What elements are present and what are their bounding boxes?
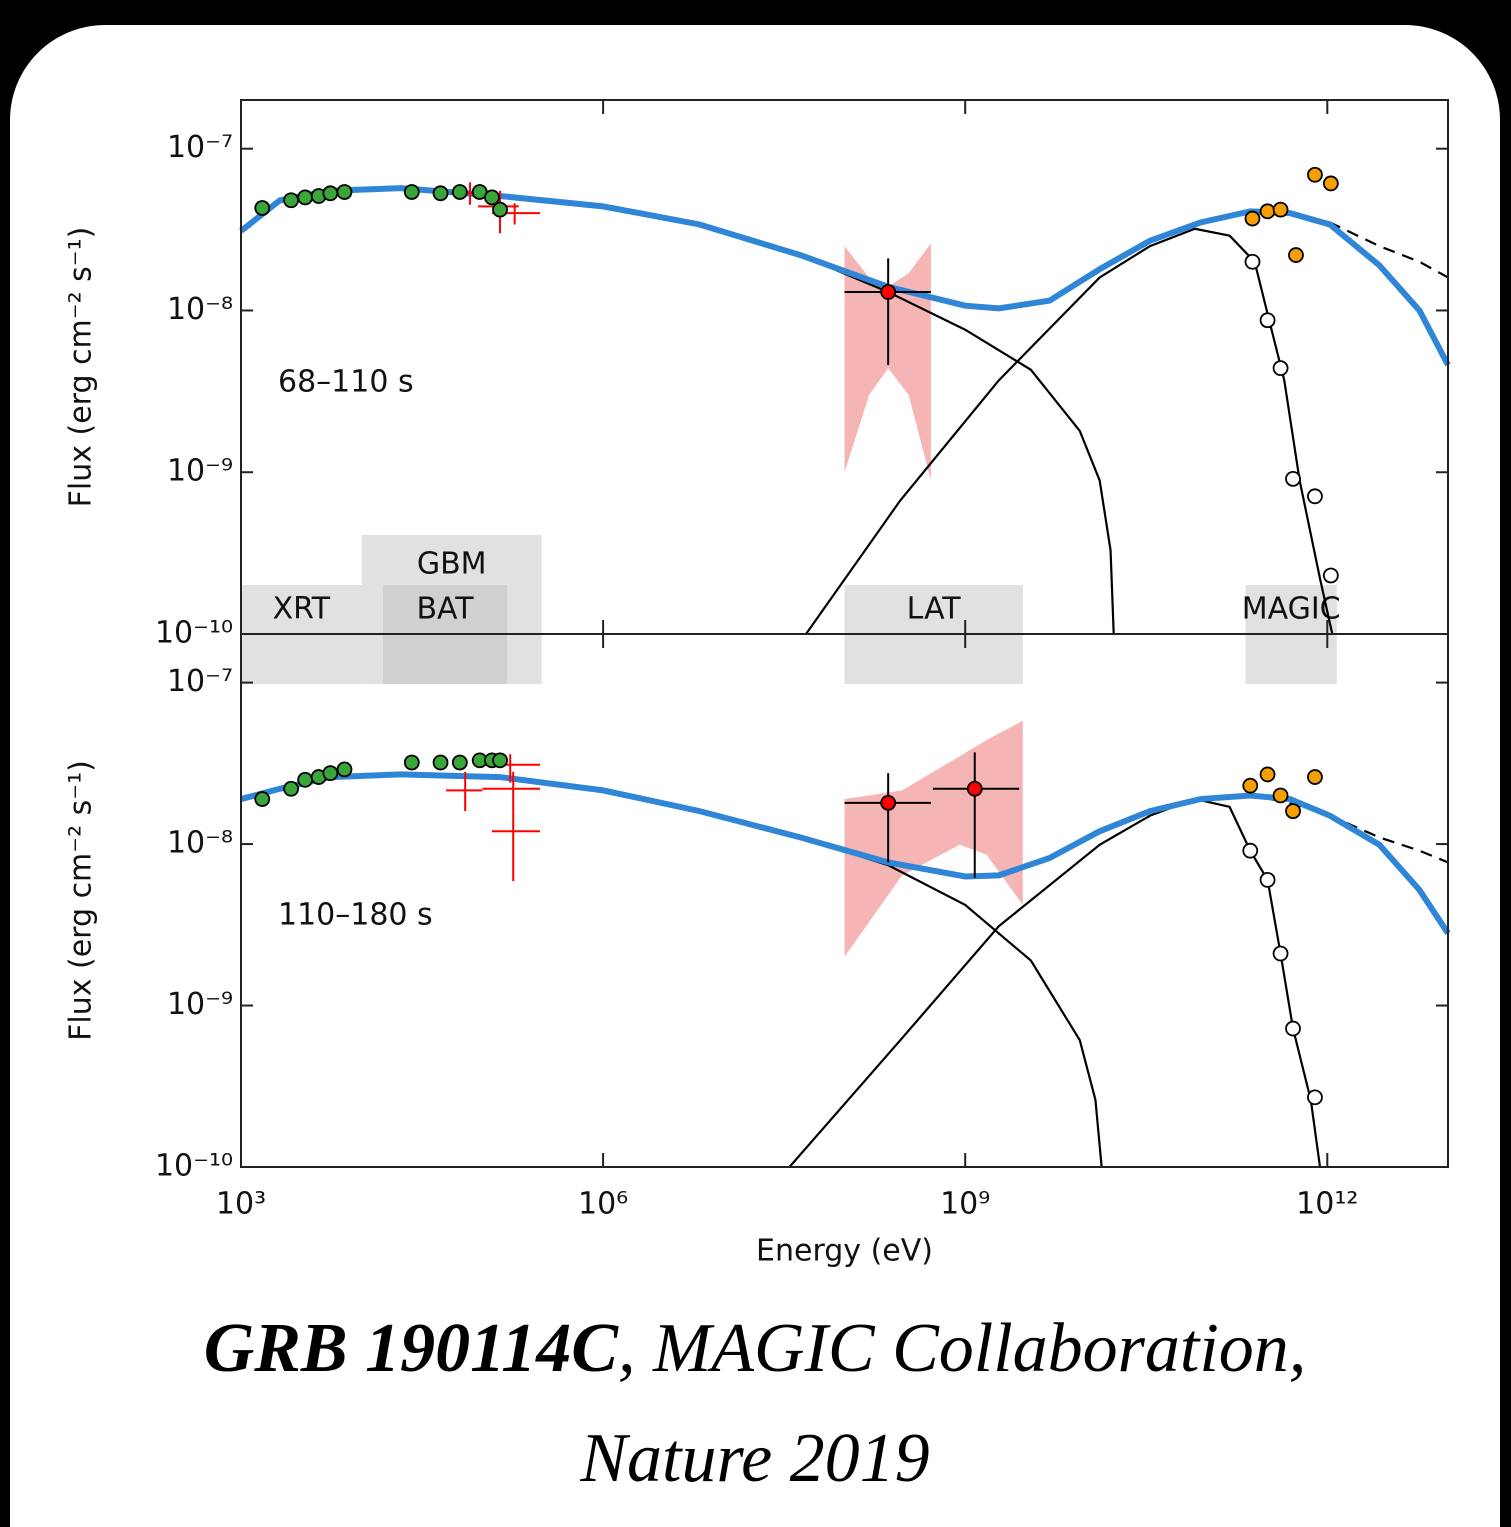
y-tick-label: 10⁻⁹ — [167, 454, 233, 489]
x-tick-label: 10⁹ — [940, 1187, 990, 1222]
error-band — [844, 720, 1023, 957]
data-point — [1244, 253, 1261, 270]
data-point — [432, 185, 449, 202]
card — [10, 25, 1500, 1527]
data-point — [1322, 567, 1339, 584]
data-point — [1322, 175, 1339, 192]
panel: 10⁻⁷ 10⁻⁸ 10⁻⁹ 10⁻¹⁰ Flux (erg cm⁻² s⁻¹) 68–1… — [64, 99, 1451, 651]
data-point — [1259, 312, 1276, 329]
panel-annotation: 110–180 s — [278, 898, 433, 933]
instrument-band — [361, 535, 542, 684]
panel-annotation: 68–110 s — [278, 365, 414, 400]
y-tick-label: 10⁻⁷ — [167, 130, 233, 165]
data-point — [297, 771, 314, 788]
data-point — [336, 761, 353, 778]
model-component — [1250, 211, 1449, 279]
data-point — [1242, 842, 1259, 859]
y-tick-label: 10⁻⁸ — [167, 826, 233, 861]
x-tick-label: 10¹² — [1296, 1187, 1358, 1222]
data-point — [1285, 1020, 1301, 1037]
data-point — [1242, 777, 1259, 794]
data-point — [1244, 210, 1261, 227]
data-point — [1272, 945, 1289, 962]
data-point — [254, 200, 271, 216]
instrument-label: BAT — [416, 592, 474, 627]
data-point — [403, 754, 420, 771]
data-point — [1272, 360, 1289, 377]
x-tick-label: 10³ — [216, 1187, 266, 1222]
instrument-label: LAT — [907, 592, 962, 627]
data-point — [1285, 470, 1301, 487]
data-point — [1272, 787, 1289, 804]
data-point — [322, 185, 339, 202]
y-tick-label: 10⁻¹⁰ — [155, 1149, 233, 1184]
data-point — [297, 189, 314, 206]
caption-line1: GRB 190114C, MAGIC Collaboration, — [204, 1310, 1307, 1387]
data-point — [451, 184, 468, 200]
data-point — [880, 794, 897, 811]
data-point — [1259, 766, 1276, 783]
data-point — [1259, 871, 1276, 888]
data-point — [283, 192, 299, 209]
y-axis-label: Flux (erg cm⁻² s⁻¹) — [64, 227, 99, 508]
data-point — [1285, 803, 1301, 820]
data-point — [1307, 769, 1323, 785]
y-axis-label: Flux (erg cm⁻² s⁻¹) — [64, 760, 99, 1041]
data-point — [1259, 203, 1276, 220]
caption-bold: GRB 190114C — [204, 1310, 620, 1387]
data-point — [451, 754, 468, 771]
data-point — [1307, 488, 1323, 505]
data-point — [432, 754, 449, 771]
data-point — [880, 284, 897, 300]
data-point — [336, 184, 353, 200]
data-point — [283, 780, 299, 797]
plot-frame — [240, 633, 1449, 1168]
y-tick-label: 10⁻⁹ — [167, 987, 233, 1022]
data-point — [492, 752, 508, 769]
x-axis-label: Energy (eV) — [756, 1234, 933, 1269]
instrument-label: GBM — [417, 547, 487, 582]
data-point — [1288, 247, 1304, 263]
data-point — [966, 780, 983, 797]
caption-line2: Nature 2019 — [579, 1420, 929, 1497]
data-point — [322, 765, 339, 782]
data-point — [1307, 166, 1323, 183]
data-point — [492, 201, 508, 218]
y-tick-label: 10⁻⁷ — [167, 664, 233, 699]
y-tick-label: 10⁻⁸ — [167, 292, 233, 327]
data-point — [403, 184, 420, 200]
data-point — [1307, 1089, 1323, 1106]
caption-text: , MAGIC Collaboration, — [618, 1310, 1306, 1387]
x-tick-label: 10⁶ — [578, 1187, 628, 1222]
y-tick-label: 10⁻¹⁰ — [155, 616, 233, 651]
model-component — [1250, 794, 1449, 864]
model-total — [240, 771, 1451, 935]
instrument-label: XRT — [273, 592, 331, 627]
data-point — [254, 791, 271, 807]
data-point — [1272, 201, 1289, 218]
data-point — [484, 189, 500, 206]
